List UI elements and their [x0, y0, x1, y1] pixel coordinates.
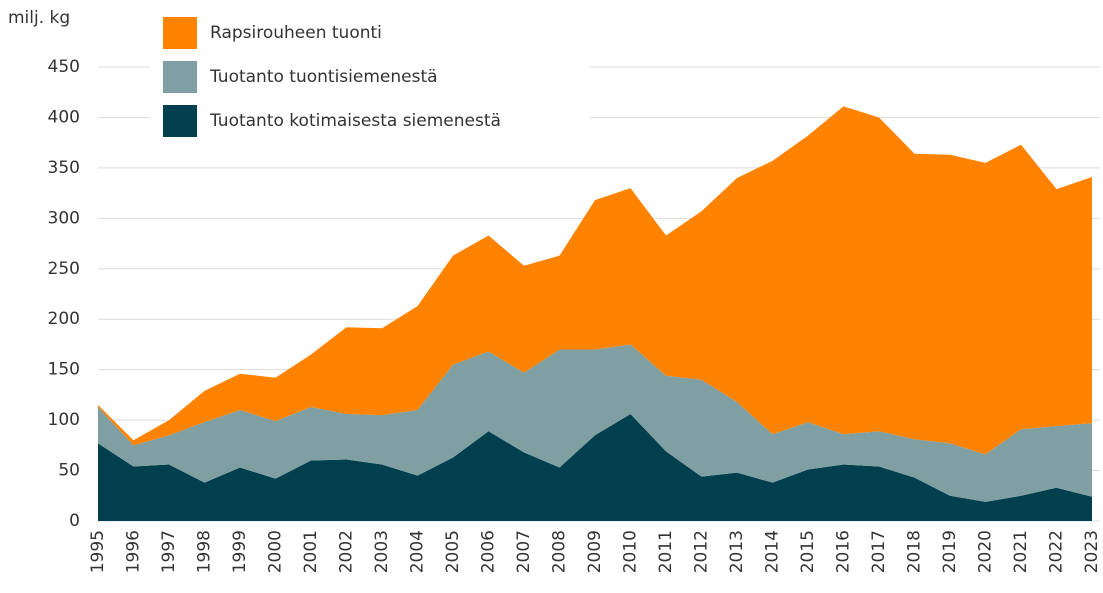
x-tick-label: 2016	[834, 530, 854, 573]
y-tick-label: 0	[69, 511, 80, 531]
x-tick-label: 1995	[88, 530, 108, 573]
x-tick-label: 2005	[443, 530, 463, 573]
x-tick-label: 2022	[1047, 530, 1067, 573]
y-tick-label: 450	[48, 57, 80, 77]
legend-swatch	[163, 61, 197, 93]
legend-swatch	[163, 17, 197, 49]
y-tick-label: 250	[48, 259, 80, 279]
x-tick-label: 2009	[585, 530, 605, 573]
x-tick-label: 2017	[869, 530, 889, 573]
legend-swatch	[163, 105, 197, 137]
x-tick-label: 1998	[195, 530, 215, 573]
y-tick-label: 350	[48, 158, 80, 178]
x-tick-label: 2012	[692, 530, 712, 573]
y-tick-label: 200	[48, 309, 80, 329]
x-tick-label: 2013	[727, 530, 747, 573]
x-tick-label: 2015	[798, 530, 818, 573]
x-tick-label: 2007	[514, 530, 534, 573]
y-tick-label: 100	[48, 410, 80, 430]
x-tick-label: 2002	[337, 530, 357, 573]
x-tick-label: 2003	[372, 530, 392, 573]
area	[98, 344, 1092, 502]
y-tick-label: 300	[48, 208, 80, 228]
x-tick-label: 2004	[408, 530, 428, 573]
legend-label: Tuotanto kotimaisesta siemenestä	[209, 111, 501, 131]
x-tick-label: 1997	[159, 530, 179, 573]
x-tick-label: 1996	[124, 530, 144, 573]
x-tick-label: 2006	[479, 530, 499, 573]
area	[98, 106, 1092, 455]
x-tick-label: 2021	[1011, 530, 1031, 573]
y-tick-label: 50	[58, 461, 80, 481]
x-tick-label: 2011	[656, 530, 676, 573]
x-tick-label: 2023	[1082, 530, 1102, 573]
legend-label: Tuotanto tuontisiemenestä	[209, 67, 438, 87]
legend-label: Rapsirouheen tuonti	[210, 23, 382, 43]
x-tick-label: 2014	[763, 530, 783, 573]
x-tick-label: 1999	[230, 530, 250, 573]
area	[98, 414, 1092, 521]
x-tick-label: 2020	[976, 530, 996, 573]
x-tick-label: 2010	[621, 530, 641, 573]
y-tick-label: 150	[48, 360, 80, 380]
legend-background	[150, 10, 590, 145]
y-tick-label: 400	[48, 107, 80, 127]
x-tick-label: 2000	[266, 530, 286, 573]
x-tick-label: 2001	[301, 530, 321, 573]
x-tick-label: 2008	[550, 530, 570, 573]
y-axis-unit: milj. kg	[8, 8, 70, 28]
x-tick-label: 2018	[905, 530, 925, 573]
x-tick-label: 2019	[940, 530, 960, 573]
